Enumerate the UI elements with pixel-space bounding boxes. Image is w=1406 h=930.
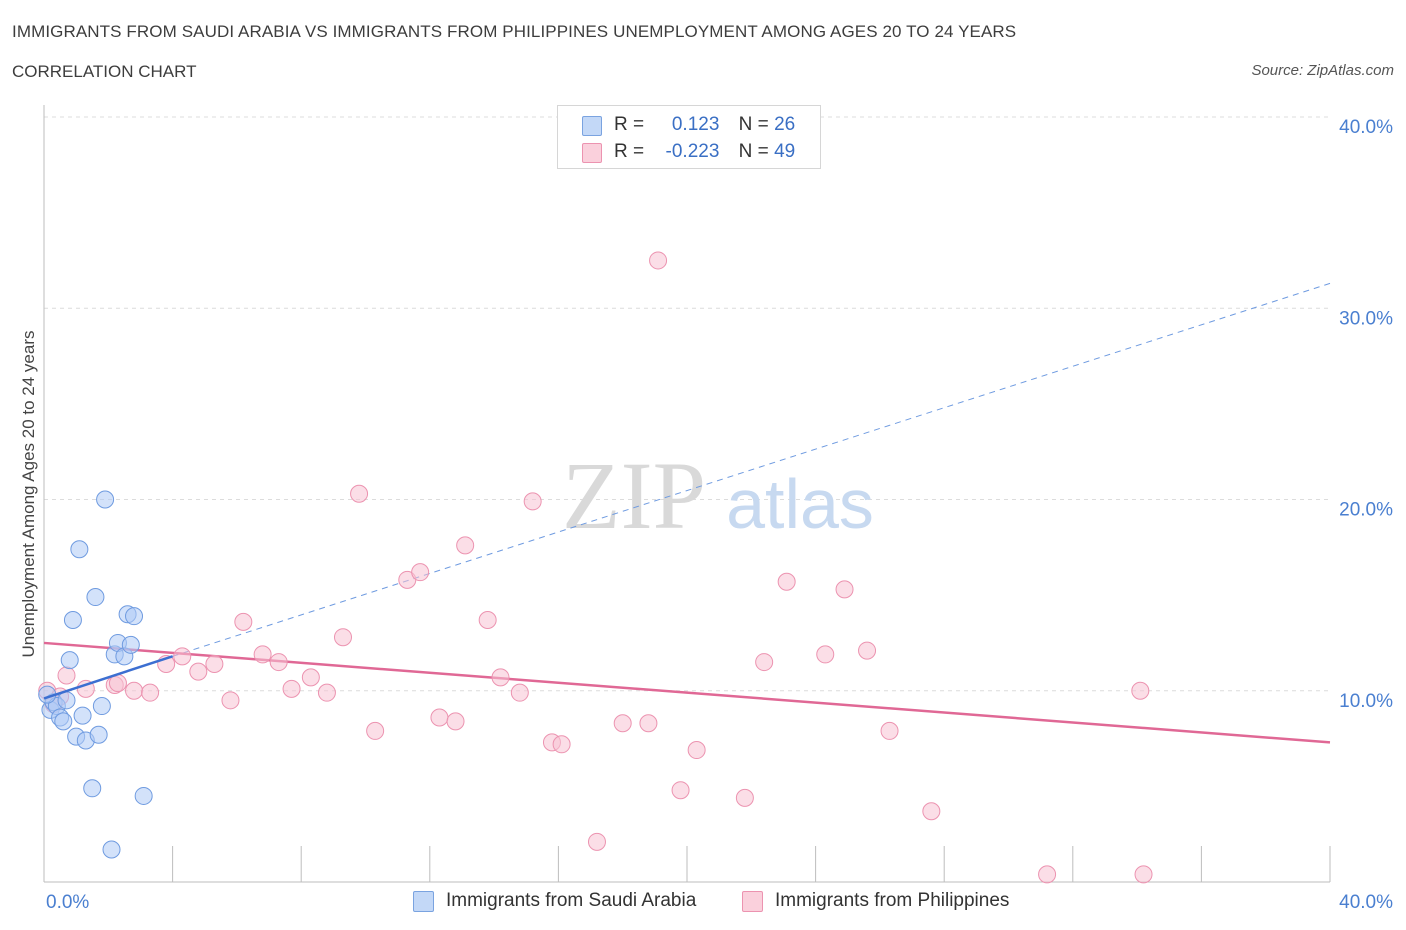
data-point-philippines — [491, 668, 510, 687]
data-point-philippines — [125, 681, 144, 700]
legend-n-label: N = — [738, 114, 769, 135]
data-point-saudi — [73, 706, 92, 725]
legend-r-label: R = — [614, 141, 645, 162]
data-point-philippines — [253, 645, 272, 664]
data-point-saudi — [121, 635, 140, 654]
axes — [43, 105, 1331, 883]
data-point-philippines — [816, 645, 835, 664]
data-point-saudi — [63, 610, 82, 629]
correlation-legend: R = 0.123 N = 26 R = -0.223 N = 49 — [557, 105, 821, 169]
data-point-philippines — [552, 735, 571, 754]
data-point-philippines — [189, 662, 208, 681]
data-point-philippines — [613, 714, 632, 733]
data-point-philippines — [446, 712, 465, 731]
data-point-philippines — [366, 721, 385, 740]
data-point-philippines — [456, 536, 475, 555]
data-point-philippines — [1134, 865, 1153, 884]
trend-line-saudi — [43, 655, 173, 700]
legend-swatch-pink — [582, 143, 602, 163]
watermark-zip: ZIP — [562, 442, 706, 549]
chart-subtitle: CORRELATION CHART — [12, 62, 197, 81]
bottom-legend-label-philippines: Immigrants from Philippines — [775, 890, 1010, 911]
data-point-philippines — [333, 628, 352, 647]
data-point-philippines — [57, 666, 76, 685]
data-points — [38, 251, 1153, 884]
data-point-saudi — [57, 691, 76, 710]
data-point-philippines — [671, 781, 690, 800]
bottom-legend-swatch-blue — [413, 891, 434, 912]
data-point-saudi — [70, 540, 89, 559]
grid-lines — [44, 116, 1330, 692]
bottom-legend-swatch-pink — [742, 891, 763, 912]
watermark-atlas: atlas — [726, 465, 874, 543]
legend-n-label: N = — [738, 141, 769, 162]
y-tick-label: 10.0% — [1339, 691, 1393, 712]
data-point-philippines — [141, 683, 160, 702]
data-point-saudi — [92, 697, 111, 716]
data-point-saudi — [134, 786, 153, 805]
y-axis-label: Unemployment Among Ages 20 to 24 years — [19, 331, 38, 658]
data-point-philippines — [649, 251, 668, 270]
legend-n-value: 49 — [774, 141, 796, 162]
data-point-saudi — [54, 712, 73, 731]
data-point-philippines — [173, 647, 192, 666]
legend-r-label: R = — [614, 114, 645, 135]
data-point-philippines — [301, 668, 320, 687]
data-point-philippines — [587, 832, 606, 851]
data-point-philippines — [880, 721, 899, 740]
data-point-philippines — [687, 741, 706, 760]
data-point-philippines — [221, 691, 240, 710]
watermark: ZIP atlas — [562, 442, 874, 549]
data-point-philippines — [478, 610, 497, 629]
y-tick-label: 40.0% — [1339, 117, 1393, 138]
legend-n-value: 26 — [774, 114, 796, 135]
data-point-philippines — [411, 563, 430, 582]
chart-title: IMMIGRANTS FROM SAUDI ARABIA VS IMMIGRAN… — [12, 22, 1017, 41]
data-point-philippines — [639, 714, 658, 733]
data-point-saudi — [86, 588, 105, 607]
data-point-saudi — [89, 725, 108, 744]
data-point-philippines — [234, 612, 253, 631]
data-point-saudi — [102, 840, 121, 859]
y-tick-label: 20.0% — [1339, 500, 1393, 521]
y-tick-label: 30.0% — [1339, 308, 1393, 329]
legend-swatch-blue — [582, 116, 602, 136]
x-tick-label: 0.0% — [46, 892, 89, 913]
legend-r-value: -0.223 — [665, 141, 720, 162]
data-point-saudi — [83, 779, 102, 798]
data-point-saudi — [125, 607, 144, 626]
data-point-philippines — [205, 654, 224, 673]
data-point-philippines — [282, 679, 301, 698]
legend-r-value: 0.123 — [671, 114, 720, 135]
data-point-saudi — [96, 490, 115, 509]
data-point-philippines — [350, 484, 369, 503]
tick-labels: 10.0% 20.0% 30.0% 40.0% 0.0% 40.0% — [46, 117, 1393, 913]
data-point-philippines — [922, 802, 941, 821]
trend-line-saudi-extended — [172, 282, 1331, 657]
data-point-philippines — [1131, 681, 1150, 700]
x-tick-label: 40.0% — [1339, 892, 1393, 913]
data-point-philippines — [835, 580, 854, 599]
source-credit: Source: ZipAtlas.com — [1251, 62, 1394, 79]
data-point-philippines — [317, 683, 336, 702]
data-point-philippines — [1038, 865, 1057, 884]
data-point-philippines — [777, 572, 796, 591]
data-point-philippines — [755, 653, 774, 672]
data-point-philippines — [269, 653, 288, 672]
data-point-philippines — [735, 788, 754, 807]
data-point-philippines — [523, 492, 542, 511]
bottom-legend-label-saudi: Immigrants from Saudi Arabia — [446, 890, 697, 911]
data-point-philippines — [510, 683, 529, 702]
data-point-philippines — [430, 708, 449, 727]
data-point-saudi — [60, 651, 79, 670]
data-point-philippines — [858, 641, 877, 660]
